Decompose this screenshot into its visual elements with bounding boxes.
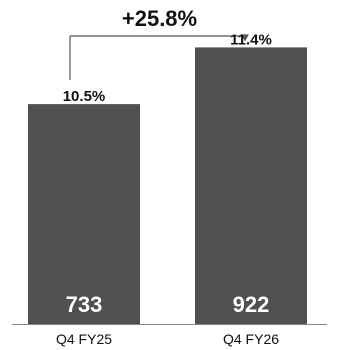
bars-layer: 10.5% 733 Q4 FY25 11.4% 922 Q4 FY26	[28, 31, 307, 347]
growth-label: +25.8%	[122, 6, 197, 31]
growth-arrowhead	[241, 34, 249, 42]
x-tick-label: Q4 FY25	[56, 331, 112, 347]
bar-percent-label: 11.4%	[230, 31, 272, 48]
bar-value-label: 922	[233, 292, 270, 317]
bar-2	[195, 47, 307, 325]
bar-percent-label: 10.5%	[63, 88, 106, 105]
x-tick-label: Q4 FY26	[223, 331, 279, 347]
bar-1	[28, 104, 140, 324]
bar-value-label: 733	[66, 292, 103, 317]
